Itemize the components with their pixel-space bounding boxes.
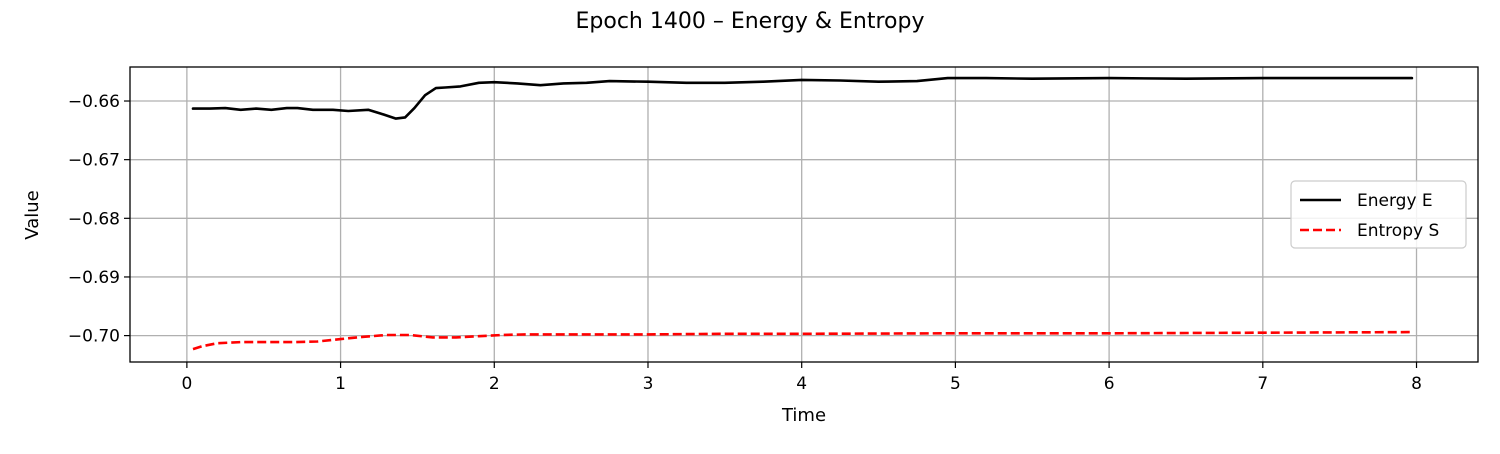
x-tick-label: 8 [1411,374,1422,394]
y-tick-label: −0.70 [68,327,120,347]
legend: Energy E Entropy S [1290,180,1467,249]
x-tick-label: 3 [643,374,654,394]
legend-label: Energy E [1357,191,1433,211]
series-lines [191,76,1414,351]
x-axis-label: Time [781,405,826,426]
grid-lines [130,67,1478,362]
plot-frame [129,66,1479,363]
legend-label: Entropy S [1357,221,1439,241]
axis-ticks: 0 1 2 3 4 5 6 7 8 −0.70 −0.69 −0.68 −0.67 −0.66 [68,92,1422,394]
x-tick-label: 6 [1104,374,1115,394]
chart-title: Epoch 1400 – Energy & Entropy [576,9,925,34]
y-tick-label: −0.69 [68,268,120,288]
energy-series-line [191,76,1414,120]
x-tick-label: 1 [335,374,346,394]
y-tick-label: −0.67 [68,151,120,171]
y-tick-label: −0.66 [68,92,120,112]
entropy-series-line [192,330,1412,351]
x-tick-label: 7 [1257,374,1268,394]
x-tick-label: 2 [489,374,500,394]
x-tick-label: 5 [950,374,961,394]
y-tick-label: −0.68 [68,209,120,229]
x-tick-label: 4 [796,374,807,394]
y-axis-label: Value [22,190,43,239]
x-tick-label: 0 [181,374,192,394]
